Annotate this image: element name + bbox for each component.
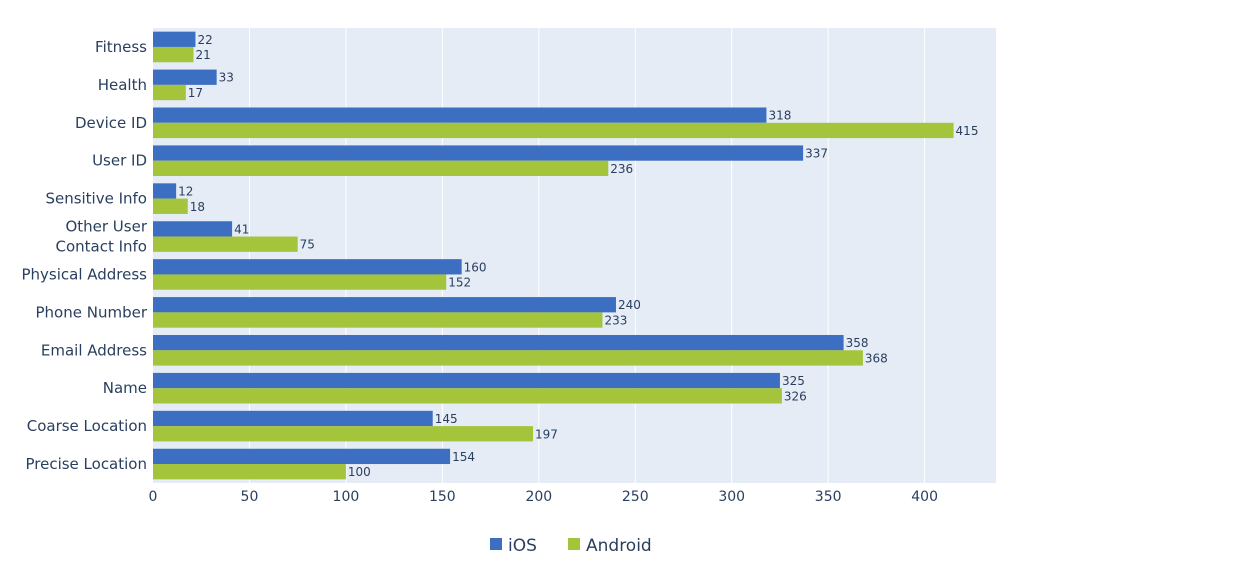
bar-ios[interactable]: [153, 145, 804, 161]
data-label: 21: [196, 48, 211, 62]
data-label: 75: [300, 238, 315, 252]
x-tick-label: 350: [815, 489, 842, 505]
data-label: 154: [452, 450, 475, 464]
category-label: Fitness: [95, 38, 147, 56]
category-label: Physical Address: [21, 265, 147, 283]
category-label: Phone Number: [36, 303, 148, 321]
x-tick-label: 200: [525, 489, 552, 505]
category-label-line: Contact Info: [55, 238, 147, 256]
legend-swatch-ios[interactable]: [490, 538, 502, 550]
data-label: 240: [618, 298, 641, 312]
bar-android[interactable]: [153, 464, 346, 480]
category-label: User ID: [92, 152, 147, 170]
bar-android[interactable]: [153, 312, 603, 328]
bar-android[interactable]: [153, 46, 194, 63]
bar-ios[interactable]: [153, 410, 433, 427]
data-label: 12: [178, 184, 193, 198]
bar-ios[interactable]: [153, 107, 767, 123]
legend-label[interactable]: iOS: [508, 536, 537, 556]
data-label: 145: [435, 412, 458, 426]
data-label: 41: [234, 222, 249, 236]
bar-android[interactable]: [153, 160, 609, 177]
bar-ios[interactable]: [153, 259, 462, 275]
bar-android[interactable]: [153, 388, 782, 404]
category-label: Coarse Location: [27, 417, 147, 435]
x-tick-label: 100: [333, 489, 360, 505]
x-tick-label: 250: [622, 489, 649, 505]
data-label: 100: [348, 465, 371, 479]
bar-android[interactable]: [153, 274, 447, 290]
data-label: 233: [604, 314, 627, 328]
data-label: 368: [865, 351, 888, 365]
data-label: 337: [805, 147, 828, 161]
data-label: 33: [219, 71, 234, 85]
legend-label[interactable]: Android: [586, 536, 652, 556]
data-label: 197: [535, 427, 558, 441]
x-tick-label: 400: [911, 489, 938, 505]
category-label: Precise Location: [25, 455, 147, 473]
data-label: 318: [768, 109, 791, 123]
data-label: 325: [782, 374, 805, 388]
bar-android[interactable]: [153, 426, 534, 442]
bar-ios[interactable]: [153, 334, 844, 351]
category-label: Email Address: [41, 341, 147, 359]
x-tick-label: 150: [429, 489, 456, 505]
data-label: 358: [846, 336, 869, 350]
data-label: 17: [188, 86, 203, 100]
data-label: 415: [956, 124, 979, 138]
bar-ios[interactable]: [153, 297, 616, 313]
category-label: Name: [103, 379, 147, 397]
bar-android[interactable]: [153, 198, 188, 214]
category-label: Health: [98, 76, 147, 94]
plot-area: [153, 28, 996, 483]
bar-ios[interactable]: [153, 31, 196, 47]
bar-ios[interactable]: [153, 183, 177, 199]
category-label: Device ID: [75, 114, 147, 132]
data-label: 18: [190, 200, 205, 214]
category-label: Other User Contact Info: [55, 218, 147, 256]
data-label: 152: [448, 276, 471, 290]
data-label: 326: [784, 389, 807, 403]
bar-ios[interactable]: [153, 221, 233, 237]
bar-android[interactable]: [153, 350, 863, 366]
category-label-line: Other User: [65, 218, 147, 236]
bar-ios[interactable]: [153, 372, 780, 389]
bar-ios[interactable]: [153, 69, 217, 85]
legend-swatch-android[interactable]: [568, 538, 580, 550]
x-tick-label: 300: [718, 489, 745, 505]
x-tick-label: 0: [149, 489, 158, 505]
data-label: 22: [197, 33, 212, 47]
bar-android[interactable]: [153, 122, 954, 139]
category-label: Sensitive Info: [45, 190, 147, 208]
data-label: 160: [464, 260, 487, 274]
x-tick-label: 50: [241, 489, 259, 505]
data-label: 236: [610, 162, 633, 176]
bar-android[interactable]: [153, 236, 298, 252]
bar-ios[interactable]: [153, 448, 451, 465]
bar-android[interactable]: [153, 84, 186, 101]
